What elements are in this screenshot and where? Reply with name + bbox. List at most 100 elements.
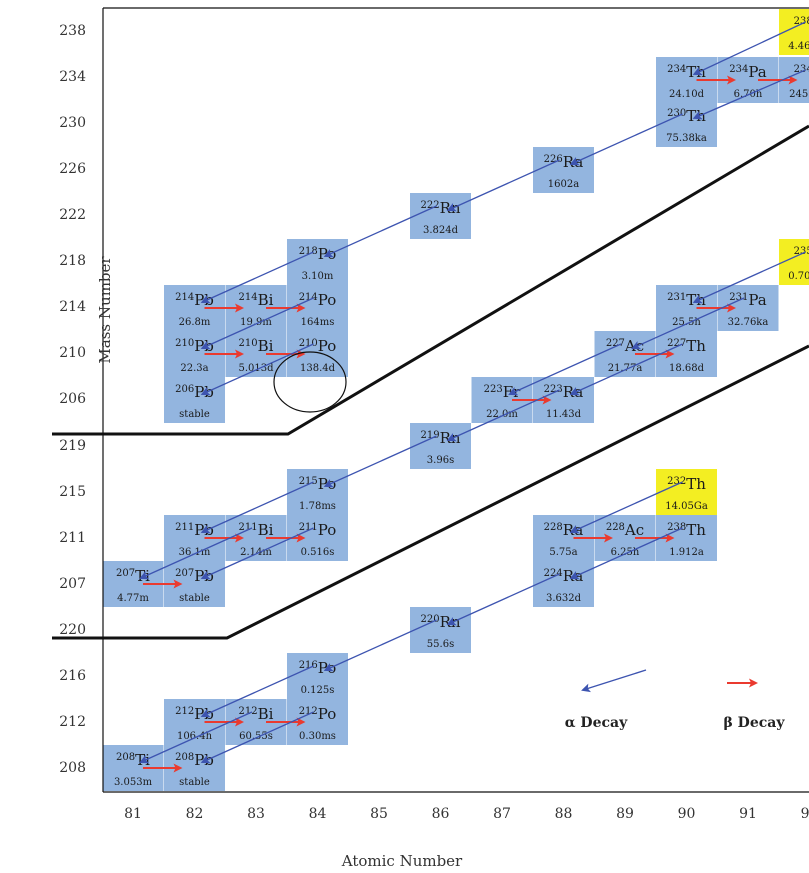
alpha-decay-arrow-pa231-ac227 (631, 297, 745, 350)
nuclide-box-th230 (656, 101, 717, 147)
nuclide-symbol-po214: 214Po (299, 291, 337, 309)
y-tick-u238-238: 238 (59, 23, 86, 39)
x-tick-88: 88 (555, 806, 573, 822)
nuclide-halflife-u238: 4.468Ga (788, 41, 809, 52)
y-tick-u235-219: 219 (59, 438, 86, 454)
x-tick-90: 90 (678, 806, 696, 822)
y-tick-u238-206: 206 (59, 391, 86, 407)
nuclide-halflife-th230: 75.38ka (666, 133, 707, 144)
alpha-decay-arrow-th230-ra226 (569, 113, 683, 166)
nuclide-halflife-u234: 245.5ka (789, 89, 809, 100)
nuclide-halflife-po210: 138.4d (300, 363, 336, 374)
nuclide-box-po216 (287, 653, 348, 699)
alpha-decay-arrow-ra226-rn222 (446, 159, 560, 212)
y-tick-u238-222: 222 (59, 207, 86, 223)
nuclide-halflife-fr223: 22.0m (486, 409, 518, 420)
y-tick-th232-216: 216 (59, 668, 86, 684)
x-tick-87: 87 (493, 806, 511, 822)
po210-highlight-circle (273, 351, 347, 413)
nuclide-box-ra224 (533, 561, 594, 607)
nuclide-symbol-ac228: 228Ac (606, 521, 644, 539)
y-tick-u238-214: 214 (59, 299, 86, 315)
nuclide-halflife-po211: 0.516s (301, 547, 335, 558)
nuclide-halflife-rn222: 3.824d (423, 225, 459, 236)
x-tick-86: 86 (432, 806, 450, 822)
nuclide-symbol-th227: 227Th (667, 337, 706, 355)
y-tick-u238-226: 226 (59, 161, 86, 177)
alpha-decay-arrow-po218-pb214 (200, 251, 314, 304)
x-tick-89: 89 (616, 806, 634, 822)
alpha-decay-arrow-ra224-rn220 (446, 573, 560, 626)
nuclide-halflife-u235: 0.704Ga (788, 271, 809, 282)
legend-alpha-label: α Decay (565, 715, 628, 731)
separator-line-upper (52, 124, 809, 436)
nuclide-halflife-bi214: 19.9m (240, 317, 272, 328)
alpha-decay-arrow-th227-ra223 (569, 343, 683, 396)
nuclide-labels: 238U4.468Ga234Th24.10d234Pa6.70h234U245.… (114, 15, 809, 788)
alpha-decay-arrow-rn219-po215 (323, 435, 437, 488)
nuclide-box-pb206 (164, 377, 225, 423)
alpha-decay-arrow-po212-pb208 (200, 711, 314, 764)
nuclide-halflife-ac228: 6.25h (611, 547, 640, 558)
y-tick-th232-212: 212 (59, 714, 86, 730)
nuclide-box-rn220 (410, 607, 471, 653)
y-tick-th232-220: 220 (59, 622, 86, 638)
axis-ticks: 206 210 214 218 222 226 230 234 238 207 211 215 219 2… (59, 23, 809, 822)
alpha-decay-arrow-bi211-ti207 (139, 527, 253, 580)
alpha-decay-arrow-th232-ra228 (569, 481, 683, 534)
alpha-decay-arrow-rn220-po216 (323, 619, 437, 672)
nuclide-box-rn222 (410, 193, 471, 239)
y-tick-u238-210: 210 (59, 345, 86, 361)
nuclide-halflife-ac227: 21.77a (608, 363, 643, 374)
nuclide-halflife-ra226: 1602a (548, 179, 579, 190)
alpha-decay-arrow-u235-th231 (692, 251, 806, 304)
nuclide-symbol-po212: 212Po (299, 705, 337, 723)
nuclide-halflife-po212: 0.30ms (299, 731, 336, 742)
nuclide-halflife-pb207: stable (179, 593, 210, 604)
x-tick-92: 92 (801, 806, 809, 822)
nuclide-halflife-bi212: 60.55s (239, 731, 273, 742)
y-tick-u235-211: 211 (59, 530, 86, 546)
nuclide-halflife-pb212: 106.4h (177, 731, 213, 742)
x-tick-91: 91 (739, 806, 757, 822)
nuclide-symbol-pa231: 231Pa (729, 291, 767, 309)
alpha-decay-arrow-po215-pb211 (200, 481, 314, 534)
nuclide-halflife-po218: 3.10m (302, 271, 334, 282)
nuclide-box-rn219 (410, 423, 471, 469)
y-tick-u238-230: 230 (59, 115, 86, 131)
decay-arrows (139, 21, 806, 773)
nuclide-halflife-ra224: 3.632d (546, 593, 582, 604)
nuclide-halflife-bi211: 2.14m (240, 547, 272, 558)
alpha-decay-arrow-ac227-fr223 (508, 343, 622, 396)
y-axis-title: Mass Number (96, 256, 114, 364)
nuclide-halflife-pb210: 22.3a (180, 363, 208, 374)
nuclide-symbol-po211: 211Po (299, 521, 337, 539)
nuclide-halflife-rn219: 3.96s (427, 455, 454, 466)
y-tick-u238-234: 234 (59, 69, 86, 85)
alpha-decay-arrow-po210-pb206 (200, 343, 314, 396)
alpha-decay-arrow-rn222-po218 (323, 205, 437, 258)
nuclide-halflife-th227: 18.68d (669, 363, 705, 374)
nuclide-halflife-po214: 164ms (301, 317, 335, 328)
nuclide-halflife-ti207: 4.77m (117, 593, 149, 604)
x-tick-84: 84 (309, 806, 327, 822)
separator-line-lower (52, 344, 809, 640)
nuclide-halflife-pb214: 26.8m (179, 317, 211, 328)
nuclide-symbol-bi211: 211Bi (239, 521, 274, 539)
alpha-decay-arrow-bi212-ti208 (139, 711, 253, 764)
y-tick-u235-215: 215 (59, 484, 86, 500)
nuclide-halflife-th228: 1.912a (669, 547, 704, 558)
nuclide-halflife-po216: 0.125s (301, 685, 335, 696)
y-tick-u238-218: 218 (59, 253, 86, 269)
nuclide-halflife-th232: 14.05Ga (665, 501, 708, 512)
nuclide-symbol-u238: 238U (794, 15, 809, 33)
y-tick-th232-208: 208 (59, 760, 86, 776)
nuclide-symbol-th228: 238Th (667, 521, 706, 539)
nuclide-halflife-pb206: stable (179, 409, 210, 420)
x-tick-82: 82 (186, 806, 204, 822)
nuclide-symbol-bi210: 210Bi (239, 337, 274, 355)
nuclide-halflife-ra223: 11.43d (546, 409, 582, 420)
x-tick-81: 81 (124, 806, 142, 822)
nuclide-box-po218 (287, 239, 348, 285)
